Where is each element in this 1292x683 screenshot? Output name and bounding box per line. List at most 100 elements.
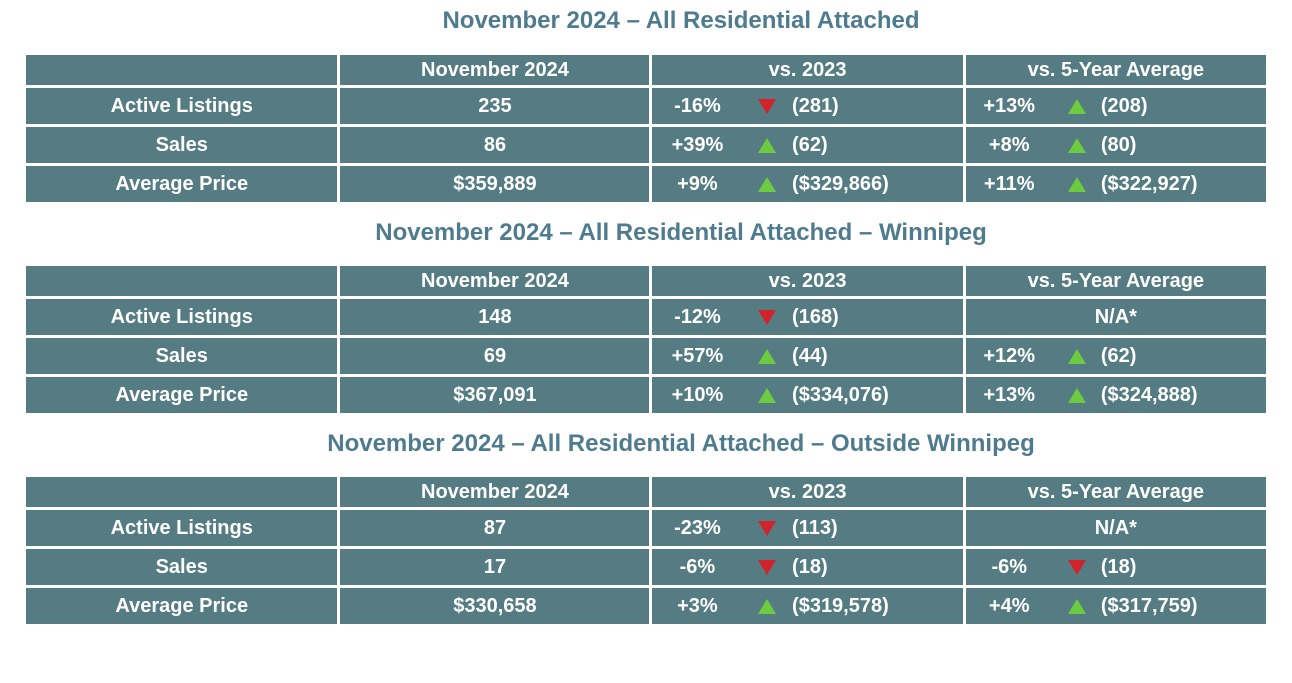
row-label-header (22, 474, 341, 510)
comparison: +9% ($329,866) (654, 172, 961, 196)
row-label: Average Price (22, 585, 341, 627)
row-label: Sales (22, 124, 341, 166)
stats-table: November 2024 vs. 2023 vs. 5-Year Averag… (22, 474, 1270, 627)
vs-2023-cell: +10% ($334,076) (649, 374, 966, 416)
percent-change: +11% (983, 172, 1035, 195)
percent-change: -23% (674, 516, 721, 539)
down-arrow-icon (742, 98, 792, 114)
current-value-cell: $367,091 (337, 374, 653, 416)
vs-5yr-cell: +12% (62) (962, 335, 1270, 377)
comparison-base-value: ($324,888) (1100, 383, 1198, 406)
comparison-base-value: (18) (792, 555, 828, 578)
row-label-header (22, 263, 341, 299)
vs-2023-cell: -23% (113) (649, 507, 966, 549)
comparison: +13% (208) (967, 94, 1264, 118)
comparison-base-value: ($319,578) (792, 594, 889, 617)
current-value-cell: 148 (337, 296, 653, 338)
table-row-average-price: Average Price $330,658 +3% ($319,578) +4… (22, 585, 1270, 627)
comparison-base-value: (62) (792, 133, 828, 156)
current-value-cell: $330,658 (337, 585, 653, 627)
percent-change: +13% (983, 94, 1036, 117)
comparison: +10% ($334,076) (654, 383, 961, 407)
current-value-cell: 69 (337, 335, 653, 377)
row-label: Active Listings (22, 507, 341, 549)
vs-5yr-cell: +11% ($322,927) (962, 163, 1270, 205)
column-header-vs-2023: vs. 2023 (649, 263, 966, 299)
current-value-cell: 235 (337, 85, 653, 127)
down-arrow-icon (742, 559, 792, 575)
row-label: Average Price (22, 163, 341, 205)
percent-change: -16% (674, 94, 721, 117)
up-arrow-icon (1053, 98, 1101, 114)
percent-change: +4% (988, 594, 1030, 617)
comparison-base-value: ($317,759) (1100, 594, 1198, 617)
percent-change: +10% (671, 383, 724, 406)
comparison: +4% ($317,759) (967, 594, 1264, 618)
stats-table: November 2024 vs. 2023 vs. 5-Year Averag… (22, 52, 1270, 205)
table-row-active-listings: Active Listings 148 -12% (168) N/A* (22, 296, 1270, 338)
comparison: +13% ($324,888) (967, 383, 1264, 407)
row-label: Active Listings (22, 85, 341, 127)
table-title: November 2024 – All Residential Attached… (327, 430, 1035, 457)
table-title: November 2024 – All Residential Attached… (375, 219, 987, 246)
up-arrow-icon (1053, 137, 1101, 153)
section-all-residential-attached: November 2024 – All Residential Attached… (22, 7, 1270, 205)
header-row: November 2024 vs. 2023 vs. 5-Year Averag… (22, 52, 1270, 88)
vs-5yr-cell: -6% (18) (962, 546, 1270, 588)
comparison-base-value: (80) (1100, 133, 1137, 156)
comparison: +3% ($319,578) (654, 594, 961, 618)
comparison: +39% (62) (654, 133, 961, 157)
table-row-sales: Sales 17 -6% (18) -6% (18) (22, 546, 1270, 588)
comparison: +11% ($322,927) (967, 172, 1264, 196)
vs-2023-cell: +9% ($329,866) (649, 163, 966, 205)
vs-5yr-cell: +13% ($324,888) (962, 374, 1270, 416)
vs-5yr-cell-na: N/A* (962, 507, 1270, 549)
vs-2023-cell: +57% (44) (649, 335, 966, 377)
comparison: -6% (18) (654, 555, 961, 579)
up-arrow-icon (1053, 176, 1101, 192)
current-value-cell: 86 (337, 124, 653, 166)
percent-change: +57% (671, 344, 724, 367)
comparison-base-value: ($329,866) (792, 172, 889, 195)
comparison-base-value: ($334,076) (792, 383, 889, 406)
table-row-average-price: Average Price $359,889 +9% ($329,866) +1… (22, 163, 1270, 205)
comparison-base-value: (44) (792, 344, 828, 367)
column-header-vs-5-year-average: vs. 5-Year Average (962, 474, 1270, 510)
table-row-sales: Sales 86 +39% (62) +8% (80) (22, 124, 1270, 166)
percent-change: -6% (679, 555, 716, 578)
comparison: -16% (281) (654, 94, 961, 118)
column-header-november-2024: November 2024 (337, 52, 653, 88)
current-value-cell: $359,889 (337, 163, 653, 205)
percent-change: +9% (677, 172, 718, 195)
percent-change: +13% (983, 383, 1036, 406)
vs-5yr-cell: +8% (80) (962, 124, 1270, 166)
down-arrow-icon (742, 309, 792, 325)
up-arrow-icon (1053, 598, 1101, 614)
table-row-sales: Sales 69 +57% (44) +12% (62) (22, 335, 1270, 377)
vs-2023-cell: -12% (168) (649, 296, 966, 338)
current-value-cell: 17 (337, 546, 653, 588)
header-row: November 2024 vs. 2023 vs. 5-Year Averag… (22, 474, 1270, 510)
percent-change: +8% (988, 133, 1030, 156)
up-arrow-icon (742, 348, 792, 364)
down-arrow-icon (742, 520, 792, 536)
column-header-november-2024: November 2024 (337, 474, 653, 510)
up-arrow-icon (1053, 387, 1101, 403)
header-row: November 2024 vs. 2023 vs. 5-Year Averag… (22, 263, 1270, 299)
vs-5yr-cell: +13% (208) (962, 85, 1270, 127)
column-header-vs-5-year-average: vs. 5-Year Average (962, 263, 1270, 299)
percent-change: +3% (677, 594, 718, 617)
row-label: Sales (22, 335, 341, 377)
row-label: Average Price (22, 374, 341, 416)
up-arrow-icon (1053, 348, 1101, 364)
table-title: November 2024 – All Residential Attached (442, 7, 920, 34)
percent-change: +39% (671, 133, 724, 156)
vs-2023-cell: -6% (18) (649, 546, 966, 588)
comparison: +12% (62) (967, 345, 1264, 368)
comparison-base-value: (168) (792, 305, 839, 328)
table-row-active-listings: Active Listings 235 -16% (281) +13% (208… (22, 85, 1270, 127)
up-arrow-icon (742, 387, 792, 403)
row-label: Sales (22, 546, 341, 588)
current-value-cell: 87 (337, 507, 653, 549)
vs-2023-cell: +39% (62) (649, 124, 966, 166)
